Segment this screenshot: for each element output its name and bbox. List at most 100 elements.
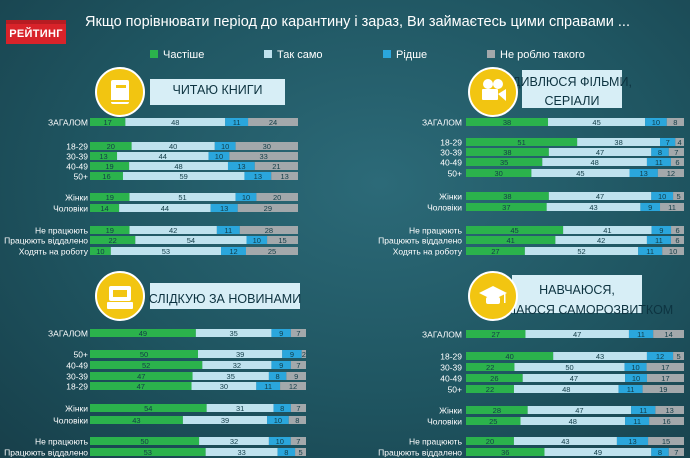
table-row: 50+ 50 39 9 2 — [74, 350, 306, 360]
legend-item-more: Частіше — [150, 48, 204, 62]
data-label: 21 — [272, 162, 280, 171]
row-label: ЗАГАЛОМ — [48, 118, 88, 128]
data-label: 2 — [302, 350, 306, 359]
table-row: Жінки 28 47 11 13 — [439, 406, 684, 416]
panel-title-text: ЧИТАЮ КНИГИ — [172, 83, 262, 97]
bar-less — [235, 193, 257, 201]
data-label: 42 — [597, 236, 605, 245]
book-label — [116, 85, 126, 88]
bar-more — [466, 226, 564, 234]
bar-less — [214, 142, 236, 150]
bar-more — [90, 118, 126, 126]
bar-none — [290, 361, 306, 369]
bar-same — [129, 226, 217, 234]
row-label: Працюють віддалено — [378, 448, 462, 458]
data-label: 30 — [495, 169, 503, 178]
row-label: Не працюють — [409, 437, 463, 447]
data-label: 10 — [658, 192, 666, 201]
bar-less — [651, 148, 669, 156]
data-label: 48 — [171, 118, 179, 127]
table-row: 18-29 51 38 7 4 — [440, 138, 684, 148]
data-label: 7 — [296, 437, 300, 446]
data-label: 20 — [273, 193, 281, 202]
bar-less — [221, 247, 246, 255]
data-label: 13 — [628, 437, 636, 446]
bar-same — [202, 361, 272, 369]
data-label: 7 — [296, 361, 300, 370]
bar-more — [90, 226, 130, 234]
data-label: 45 — [576, 169, 584, 178]
data-label: 52 — [142, 361, 150, 370]
data-label: 53 — [162, 247, 170, 256]
bar-less — [277, 448, 296, 456]
row-label: 40-49 — [66, 361, 88, 371]
data-label: 9 — [290, 350, 294, 359]
table-row: Жінки 19 51 10 20 — [65, 193, 298, 203]
bar-more — [90, 372, 193, 380]
data-label: 35 — [500, 158, 508, 167]
data-label: 12 — [229, 247, 237, 256]
data-label: 19 — [106, 193, 114, 202]
panel-title-box — [150, 79, 285, 105]
panel-title-text: ДИВЛЮСЯ ФІЛЬМИ, — [512, 75, 632, 89]
bar-less — [268, 437, 291, 445]
book-pages — [111, 100, 129, 102]
bar-same — [135, 236, 247, 244]
data-label: 27 — [492, 330, 500, 339]
cap-top — [479, 286, 507, 300]
bar-none — [271, 172, 298, 180]
table-row: Чоловіки 25 48 11 16 — [427, 417, 684, 427]
data-label: 43 — [561, 437, 569, 446]
data-label: 5 — [676, 352, 680, 361]
bar-none — [666, 118, 684, 126]
data-label: 36 — [501, 448, 509, 457]
table-row: 30-39 13 44 10 33 — [66, 152, 298, 162]
data-label: 20 — [107, 142, 115, 151]
data-label: 13 — [237, 162, 245, 171]
bar-none — [290, 437, 306, 445]
row-label: 40-49 — [440, 374, 462, 384]
bar-more — [466, 203, 547, 211]
data-label: 50 — [140, 350, 148, 359]
bar-none — [229, 152, 298, 160]
data-label: 17 — [661, 363, 669, 372]
data-label: 47 — [596, 192, 604, 201]
bar-same — [205, 448, 278, 456]
data-label: 33 — [260, 152, 268, 161]
bar-more — [90, 404, 207, 412]
data-label: 8 — [658, 448, 662, 457]
bar-less — [227, 162, 255, 170]
data-label: 51 — [178, 193, 186, 202]
table-row: ЗАГАЛОМ 27 47 11 14 — [422, 330, 684, 340]
data-label: 38 — [503, 148, 511, 157]
bar-more — [466, 417, 521, 425]
bar-more — [466, 406, 528, 414]
row-label: Ходять на роботу — [393, 247, 463, 257]
table-row: 40-49 52 32 9 7 — [66, 361, 306, 371]
reel-right — [493, 79, 503, 89]
chart-panel-4: НАВЧАЮСЯ, ЗАЙМАЮСЯ САМОРОЗВИТКОМ ЗАГАЛОМ 27… — [378, 271, 684, 458]
data-label: 10 — [253, 236, 261, 245]
data-label: 15 — [278, 236, 286, 245]
bar-same — [563, 226, 652, 234]
bar-none — [653, 330, 684, 338]
bar-more — [466, 236, 556, 244]
table-row: Чоловіки 37 43 9 11 — [427, 203, 684, 213]
data-label: 10 — [215, 152, 223, 161]
data-label: 16 — [662, 417, 670, 426]
legend-label-same: Так само — [277, 49, 323, 61]
bar-none — [646, 363, 684, 371]
table-row: ЗАГАЛОМ 17 48 11 24 — [48, 118, 298, 128]
row-label: Чоловіки — [53, 416, 88, 426]
data-label: 39 — [236, 350, 244, 359]
data-label: 40 — [505, 352, 513, 361]
bar-none — [256, 193, 298, 201]
bar-less — [646, 236, 671, 244]
bar-same — [553, 352, 647, 360]
table-row: ЗАГАЛОМ 49 35 9 7 — [48, 329, 306, 339]
bar-same — [546, 203, 641, 211]
data-label: 47 — [137, 372, 145, 381]
data-label: 13 — [639, 169, 647, 178]
table-row: ЗАГАЛОМ 38 45 10 8 — [422, 118, 684, 128]
